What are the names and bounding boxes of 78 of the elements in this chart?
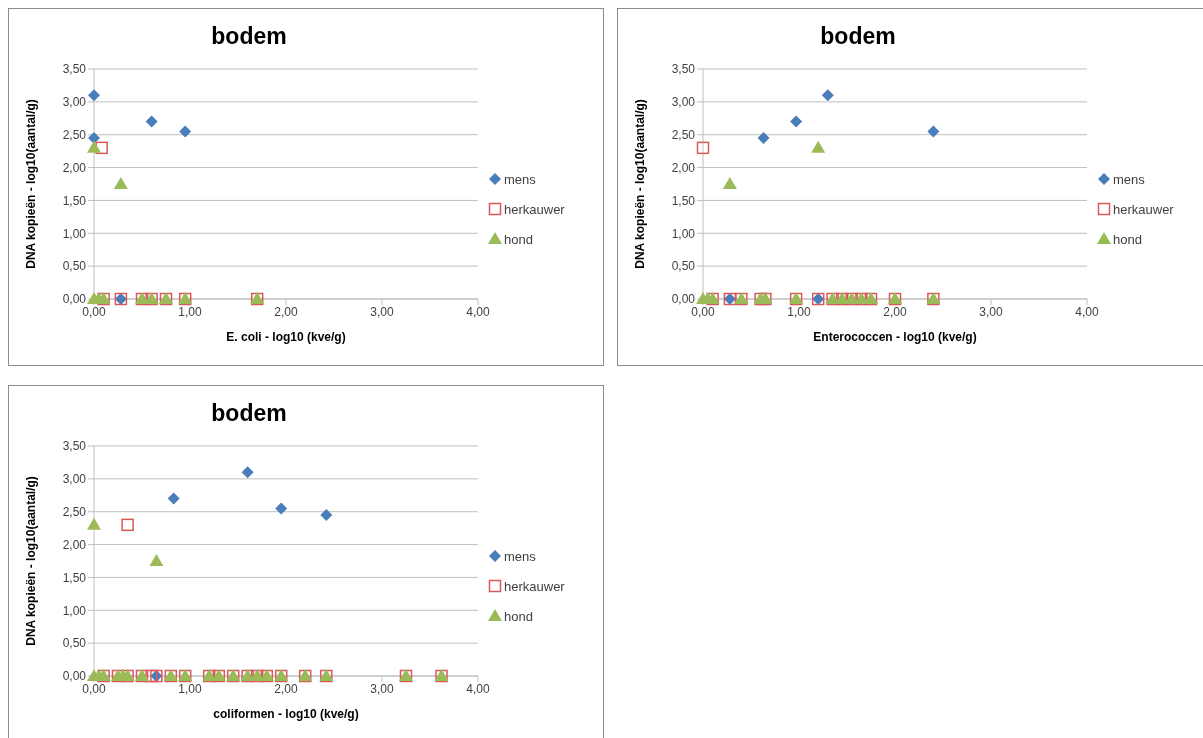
point [179, 125, 192, 138]
point [927, 125, 940, 138]
point [121, 518, 134, 532]
point [95, 141, 108, 155]
point [87, 517, 101, 530]
point [87, 140, 101, 153]
legend-label: herkauwer [504, 201, 565, 217]
legend-label: mens [504, 171, 536, 187]
y-tick-label: 1,00 [62, 226, 87, 241]
y-tick-label: 0,00 [62, 669, 87, 684]
y-tick-label: 2,00 [671, 160, 696, 175]
chart-title: bodem [210, 400, 288, 427]
y-tick-label: 1,00 [62, 603, 87, 618]
y-tick-label: 0,50 [671, 259, 696, 274]
y-tick-label: 1,50 [62, 193, 87, 208]
x-tick-label: 0,00 [82, 304, 106, 319]
y-tick-label: 0,00 [671, 292, 696, 307]
y-tick-label: 3,50 [671, 62, 696, 77]
point [790, 115, 803, 128]
x-tick-label: 1,00 [178, 304, 202, 319]
point [145, 669, 158, 683]
point [696, 141, 710, 155]
chart-title: bodem [210, 23, 288, 50]
y-tick-label: 0,00 [62, 292, 87, 307]
y-tick-label: 1,50 [671, 193, 696, 208]
y-axis-title: DNA kopieën - log10(aantal/g) [24, 476, 39, 646]
legend-label: hond [504, 231, 533, 247]
point [145, 115, 158, 128]
y-tick-label: 3,00 [671, 95, 696, 110]
point [241, 466, 254, 479]
x-axis-title: coliformen - log10 (kve/g) [213, 707, 359, 721]
point [722, 177, 737, 189]
y-tick-label: 2,00 [62, 160, 87, 175]
point [113, 177, 128, 189]
y-tick-label: 0,50 [62, 259, 87, 274]
x-tick-label: 4,00 [1075, 304, 1099, 319]
x-tick-label: 4,00 [466, 681, 490, 696]
x-tick-label: 0,00 [691, 304, 715, 319]
x-axis-title: Enterococcen - log10 (kve/g) [813, 330, 977, 344]
y-axis-title: DNA kopieën - log10(aantal/g) [24, 99, 39, 269]
y-tick-label: 2,50 [62, 504, 87, 519]
x-tick-label: 2,00 [274, 304, 298, 319]
x-tick-label: 3,00 [370, 304, 394, 319]
point [275, 502, 288, 515]
point [821, 89, 834, 102]
legend-label: hond [504, 608, 533, 624]
x-tick-label: 3,00 [979, 304, 1003, 319]
chart-title: bodem [819, 23, 897, 50]
point [757, 132, 770, 144]
legend-label: hond [1113, 231, 1142, 247]
x-tick-label: 2,00 [274, 681, 298, 696]
x-tick-label: 1,00 [178, 681, 202, 696]
y-tick-label: 1,00 [671, 226, 696, 241]
y-tick-label: 3,50 [62, 439, 87, 454]
point [149, 554, 164, 566]
y-tick-label: 3,00 [62, 472, 87, 487]
x-tick-label: 3,00 [370, 681, 394, 696]
y-tick-label: 0,50 [62, 636, 87, 651]
y-tick-label: 2,50 [671, 127, 696, 142]
x-tick-label: 2,00 [883, 304, 907, 319]
y-tick-label: 3,50 [62, 62, 87, 77]
legend-label: herkauwer [1113, 201, 1174, 217]
y-tick-label: 2,00 [62, 537, 87, 552]
y-tick-label: 1,50 [62, 570, 87, 585]
x-tick-label: 4,00 [466, 304, 490, 319]
x-tick-label: 1,00 [787, 304, 811, 319]
y-axis-title: DNA kopieën - log10(aantal/g) [633, 99, 648, 269]
point [320, 509, 333, 521]
legend-label: mens [1113, 171, 1145, 187]
legend-label: mens [504, 548, 536, 564]
legend-label: herkauwer [504, 578, 565, 594]
x-axis-title: E. coli - log10 (kve/g) [226, 330, 346, 344]
point [88, 89, 100, 102]
x-tick-label: 0,00 [82, 681, 106, 696]
y-tick-label: 2,50 [62, 127, 87, 142]
y-tick-label: 3,00 [62, 95, 87, 110]
point [811, 140, 826, 153]
point [167, 492, 180, 505]
